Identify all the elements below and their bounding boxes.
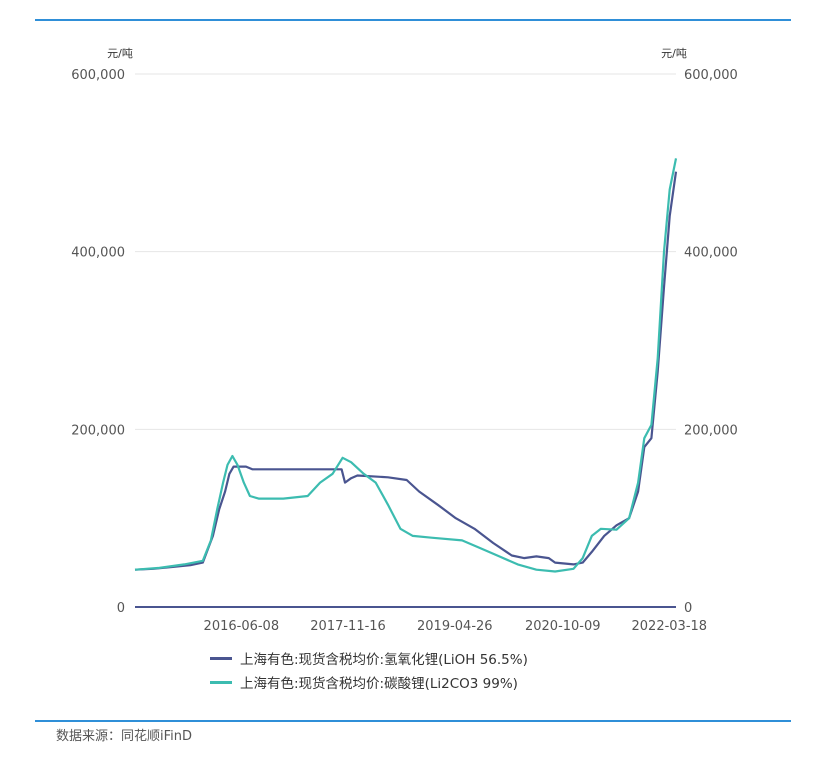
- y-tick-label-left: 400,000: [71, 246, 125, 261]
- bottom-divider: [35, 720, 791, 722]
- y-tick-label-right: 200,000: [684, 423, 738, 438]
- legend-label-li2co3: 上海有色:现货含税均价:碳酸锂(Li2CO3 99%): [240, 676, 518, 692]
- y-axis-unit-right: 元/吨: [661, 47, 687, 60]
- y-tick-label-left: 0: [117, 601, 125, 616]
- y-axis-right-ticks: 0 200,000 400,000 600,000: [684, 68, 738, 616]
- x-axis-ticks: 2016-06-08 2017-11-16 2019-04-26 2020-10-09…: [204, 619, 708, 634]
- legend-swatch-li2co3: [210, 680, 232, 684]
- line-chart: 元/吨 元/吨 0 200,000 400,000 600,000 0 200,000 4…: [71, 47, 738, 634]
- legend-item-li2co3[interactable]: 上海有色:现货含税均价:碳酸锂(Li2CO3 99%): [210, 670, 528, 694]
- y-axis-left-ticks: 0 200,000 400,000 600,000: [71, 68, 125, 616]
- x-tick-label: 2020-10-09: [525, 619, 601, 634]
- series-line-li2co3: [134, 158, 678, 573]
- x-tick-label: 2022-03-18: [632, 619, 708, 634]
- grid-lines: [135, 73, 676, 430]
- y-tick-label-right: 600,000: [684, 68, 738, 83]
- y-tick-label-left: 600,000: [71, 68, 125, 83]
- x-tick-label: 2017-11-16: [310, 619, 386, 634]
- y-tick-label-right: 0: [684, 601, 692, 616]
- legend: 上海有色:现货含税均价:氢氧化锂(LiOH 56.5%) 上海有色:现货含税均价…: [210, 646, 528, 694]
- legend-label-lioh: 上海有色:现货含税均价:氢氧化锂(LiOH 56.5%): [240, 652, 528, 668]
- legend-swatch-lioh: [210, 656, 232, 660]
- series-lines: [134, 158, 678, 573]
- y-axis-unit-left: 元/吨: [107, 47, 133, 60]
- y-tick-label-left: 200,000: [71, 423, 125, 438]
- x-tick-label: 2016-06-08: [204, 619, 280, 634]
- data-source: 数据来源：同花顺iFinD: [56, 729, 193, 744]
- top-divider: [35, 19, 791, 21]
- y-tick-label-right: 400,000: [684, 246, 738, 261]
- x-tick-label: 2019-04-26: [417, 619, 493, 634]
- legend-item-lioh[interactable]: 上海有色:现货含税均价:氢氧化锂(LiOH 56.5%): [210, 646, 528, 670]
